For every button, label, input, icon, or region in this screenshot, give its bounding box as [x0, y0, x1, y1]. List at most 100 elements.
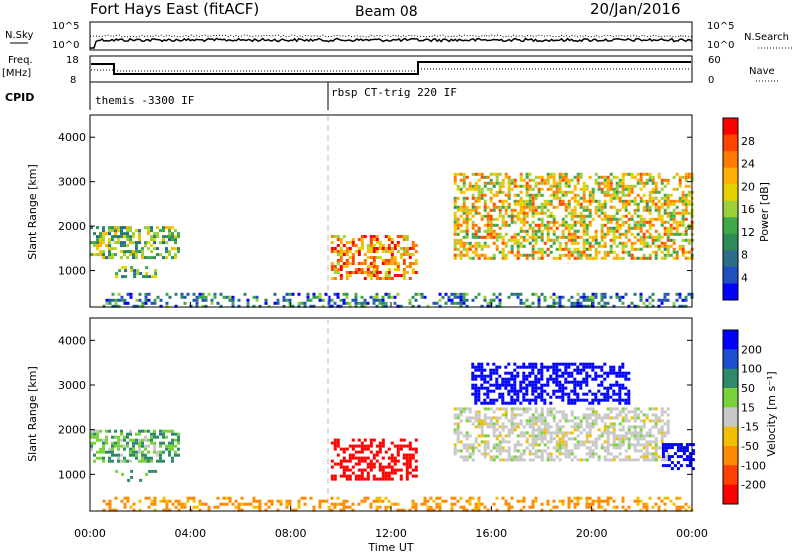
heatmap-cell	[495, 449, 499, 453]
heatmap-cell	[339, 474, 343, 478]
heatmap-cell	[393, 301, 397, 305]
heatmap-cell	[579, 253, 583, 257]
heatmap-cell	[588, 253, 592, 257]
heatmap-cell	[510, 389, 514, 393]
heatmap-cell	[612, 196, 616, 200]
heatmap-cell	[498, 190, 502, 194]
heatmap-cell	[525, 256, 529, 260]
y-tick-label: 2000	[58, 424, 86, 437]
heatmap-cell	[579, 304, 583, 308]
freq-tick-top: 18	[66, 55, 79, 66]
heatmap-cell	[675, 508, 679, 512]
heatmap-cell	[111, 256, 114, 260]
heatmap-cell	[612, 250, 616, 254]
heatmap-cell	[549, 193, 553, 197]
heatmap-cell	[660, 202, 664, 206]
heatmap-cell	[513, 292, 517, 296]
heatmap-cell	[555, 428, 559, 432]
heatmap-cell	[528, 199, 532, 203]
heatmap-cell	[621, 223, 625, 227]
heatmap-cell	[135, 256, 138, 260]
heatmap-cell	[144, 298, 148, 302]
heatmap-cell	[489, 178, 493, 182]
heatmap-cell	[129, 453, 132, 457]
heatmap-cell	[654, 413, 658, 417]
heatmap-cell	[685, 449, 689, 453]
heatmap-cell	[549, 304, 553, 308]
heatmap-cell	[621, 220, 625, 224]
heatmap-cell	[612, 458, 616, 462]
heatmap-cell	[507, 295, 511, 299]
heatmap-cell	[651, 446, 655, 450]
heatmap-cell	[402, 444, 406, 448]
heatmap-cell	[501, 190, 505, 194]
heatmap-cell	[603, 217, 607, 221]
x-tick-label: 00:00	[74, 527, 106, 540]
heatmap-cell	[681, 238, 685, 242]
heatmap-cell	[534, 208, 538, 212]
heatmap-cell	[498, 446, 502, 450]
heatmap-cell	[492, 223, 496, 227]
heatmap-cell	[342, 499, 346, 503]
heatmap-cell	[606, 389, 610, 393]
heatmap-cell	[201, 292, 205, 296]
heatmap-cell	[480, 434, 484, 438]
heatmap-cell	[624, 413, 628, 417]
nsearch-tick-top: 10^5	[707, 21, 734, 32]
heatmap-cell	[456, 499, 460, 503]
heatmap-cell	[369, 274, 373, 277]
heatmap-cell	[501, 223, 505, 227]
heatmap-cell	[471, 250, 475, 254]
heatmap-cell	[456, 196, 460, 200]
heatmap-cell	[540, 410, 544, 414]
heatmap-cell	[528, 407, 532, 411]
heatmap-cell	[594, 238, 598, 242]
heatmap-cell	[465, 196, 469, 200]
heatmap-cell	[654, 205, 658, 209]
heatmap-cell	[282, 304, 286, 308]
heatmap-cell	[597, 455, 601, 459]
heatmap-cell	[378, 256, 382, 259]
heatmap-cell	[654, 443, 658, 447]
colorbar-tick-label: 15	[741, 401, 755, 414]
heatmap-cell	[585, 434, 589, 438]
heatmap-cell	[537, 250, 541, 254]
heatmap-cell	[165, 256, 168, 260]
heatmap-cell	[330, 465, 334, 469]
heatmap-cell	[468, 499, 472, 503]
heatmap-cell	[510, 178, 514, 182]
heatmap-cell	[516, 365, 520, 369]
heatmap-cell	[165, 499, 169, 503]
heatmap-cell	[666, 199, 670, 203]
heatmap-cell	[177, 435, 180, 439]
heatmap-cell	[465, 229, 469, 233]
heatmap-cell	[471, 443, 475, 447]
heatmap-cell	[630, 241, 634, 245]
nsky-line	[90, 37, 693, 49]
heatmap-cell	[537, 298, 541, 302]
heatmap-cell	[552, 217, 556, 221]
y-tick-label: 2000	[58, 220, 86, 233]
heatmap-cell	[105, 232, 108, 236]
heatmap-cell	[600, 416, 604, 420]
heatmap-cell	[345, 292, 349, 296]
heatmap-cell	[462, 199, 466, 203]
heatmap-cell	[285, 292, 289, 296]
heatmap-cell	[219, 292, 223, 296]
heatmap-cell	[462, 241, 466, 245]
heatmap-cell	[477, 235, 481, 239]
heatmap-cell	[345, 241, 349, 244]
heatmap-cell	[171, 438, 174, 442]
heatmap-cell	[495, 223, 499, 227]
heatmap-cell	[336, 496, 340, 500]
heatmap-cell	[150, 238, 153, 242]
heatmap-cell	[462, 175, 466, 179]
heatmap-cell	[627, 253, 631, 257]
heatmap-cell	[117, 298, 121, 302]
heatmap-cell	[177, 499, 181, 503]
heatmap-cell	[606, 232, 610, 236]
heatmap-cell	[558, 410, 562, 414]
heatmap-cell	[588, 202, 592, 206]
heatmap-cell	[114, 429, 117, 433]
heatmap-cell	[537, 229, 541, 233]
